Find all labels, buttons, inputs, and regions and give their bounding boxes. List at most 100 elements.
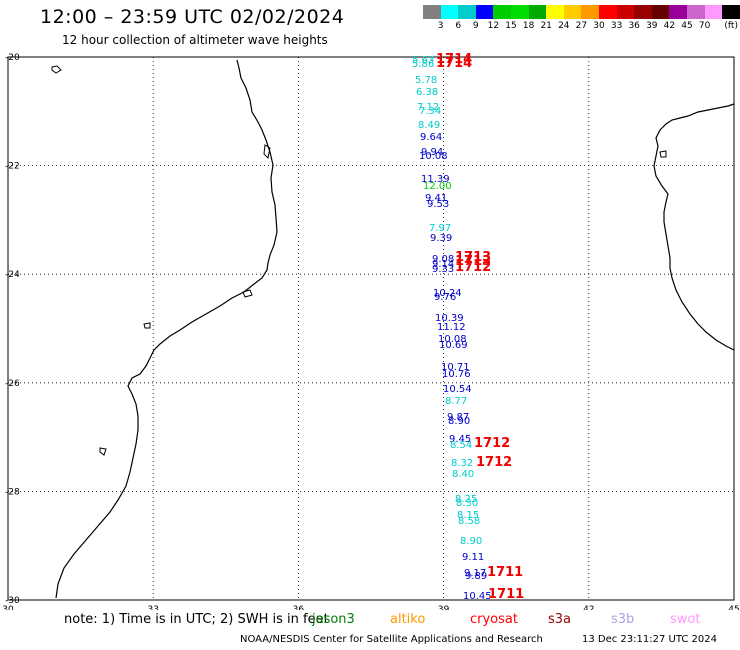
footer: NOAA/NESDIS Center for Satellite Applica… bbox=[0, 634, 740, 648]
wave-height-value: 10.39 bbox=[435, 313, 464, 324]
map-frame bbox=[7, 56, 735, 601]
colorbar-cell bbox=[563, 5, 582, 19]
map-subtitle: 12 hour collection of altimeter wave hei… bbox=[62, 33, 328, 47]
longitude-label: 45 bbox=[728, 605, 739, 610]
latitude-label: -26 bbox=[5, 379, 20, 389]
sat-jason3: jason3 bbox=[312, 612, 355, 627]
pass-time-label: 1713 bbox=[455, 250, 491, 265]
colorbar-cell bbox=[722, 5, 740, 19]
colorbar-cell bbox=[440, 5, 459, 19]
wave-height-value: 9.64 bbox=[420, 132, 442, 143]
wave-height-value: 9.94 bbox=[421, 147, 443, 158]
pass-time-label: 1711 bbox=[487, 565, 523, 580]
wave-height-value: 12.00 bbox=[423, 181, 452, 192]
colorbar-cell bbox=[669, 5, 687, 19]
wave-height-value: 8.90 bbox=[448, 416, 470, 427]
graticule bbox=[8, 57, 734, 600]
wave-height-value: 10.76 bbox=[442, 369, 471, 380]
colorbar-tick-label: 24 bbox=[558, 21, 570, 31]
wave-height-value: 6.38 bbox=[416, 87, 438, 98]
wave-height-value: 8.25 bbox=[455, 494, 477, 505]
longitude-label: 30 bbox=[2, 605, 14, 610]
map-title: 12:00 – 23:59 UTC 02/02/2024 bbox=[40, 6, 345, 28]
longitude-label: 36 bbox=[293, 605, 305, 610]
colorbar-tick-label: 30 bbox=[593, 21, 605, 31]
island-4 bbox=[143, 322, 151, 329]
colorbar-tick-label: 36 bbox=[628, 21, 640, 31]
wave-height-value: 8.58 bbox=[458, 516, 480, 527]
colorbar-tick-label: 3 bbox=[437, 21, 444, 31]
wave-height-value: 7.97 bbox=[429, 223, 451, 234]
colorbar-tick-label: 27 bbox=[575, 21, 588, 31]
island-5 bbox=[99, 447, 107, 456]
colorbar-cell bbox=[686, 5, 705, 19]
wave-height-value: 5.63 bbox=[412, 55, 434, 66]
colorbar-cell bbox=[423, 5, 441, 19]
colorbar-cell bbox=[493, 5, 511, 19]
note-text: note: 1) Time is in UTC; 2) SWH is in fe… bbox=[64, 612, 329, 627]
wave-height-value: 8.15 bbox=[457, 510, 479, 521]
pass-time-label: 1712 bbox=[476, 455, 512, 470]
longitude-labels: 30 33 36 39 42 45 bbox=[2, 605, 739, 610]
footer-timestamp: 13 Dec 23:11:27 UTC 2024 bbox=[582, 634, 717, 645]
colorbar-cell bbox=[475, 5, 494, 19]
latitude-label: -22 bbox=[5, 162, 20, 172]
pass-time-label: 1711 bbox=[488, 587, 524, 602]
island-2 bbox=[263, 144, 271, 160]
wave-height-value: 10.45 bbox=[463, 591, 492, 602]
wave-height-value: 9.41 bbox=[425, 193, 447, 204]
wave-height-value: 8.77 bbox=[445, 396, 467, 407]
colorbar-tick-label: 21 bbox=[540, 21, 552, 31]
wave-height-value: 10.71 bbox=[441, 362, 470, 373]
colorbar-cell bbox=[651, 5, 670, 19]
sat-s3a: s3a bbox=[548, 612, 572, 627]
wave-height-value: 10.24 bbox=[433, 288, 462, 299]
colorbar-tick-label: 39 bbox=[646, 21, 658, 31]
wave-height-value: 8.49 bbox=[418, 120, 440, 131]
wave-height-colorbar bbox=[423, 5, 740, 19]
pass-time-label: 1712 bbox=[455, 260, 491, 275]
longitude-label: 39 bbox=[438, 605, 450, 610]
wave-height-value: 10.08 bbox=[419, 151, 448, 162]
colorbar-tick-label: 12 bbox=[487, 21, 500, 31]
colorbar-tick-label: 70 bbox=[698, 21, 711, 31]
sat-swot: swot bbox=[670, 612, 701, 627]
wave-height-value: 9.11 bbox=[462, 552, 484, 563]
colorbar-cell bbox=[458, 5, 476, 19]
sat-s3b: s3b bbox=[611, 612, 635, 627]
colorbar-cell bbox=[704, 5, 723, 19]
wave-height-value: 8.30 bbox=[456, 498, 478, 509]
madagascar-coastline bbox=[653, 103, 735, 351]
latitude-label: -30 bbox=[5, 596, 20, 606]
wave-height-value: 8.32 bbox=[451, 458, 473, 469]
longitude-label: 42 bbox=[583, 605, 594, 610]
altimeter-map: -20 -22 -24 -26 -28 -30 30 33 36 39 42 45 5.635.86… bbox=[2, 52, 739, 610]
colorbar-cell bbox=[510, 5, 529, 19]
footer-credit: NOAA/NESDIS Center for Satellite Applica… bbox=[240, 634, 543, 645]
colorbar-tick-label: 42 bbox=[663, 21, 676, 31]
pass-time-label: 1712 bbox=[474, 436, 510, 451]
wave-height-value: 5.78 bbox=[415, 75, 437, 86]
colorbar-cell bbox=[598, 5, 617, 19]
wave-height-value: 7.12 bbox=[417, 102, 439, 113]
wave-height-value: 5.86 bbox=[412, 59, 434, 70]
wave-height-value: 9.53 bbox=[427, 199, 449, 210]
observation-values: 5.635.86 5.786.38 7.127.34 8.499.64 9.9410.0… bbox=[412, 55, 492, 602]
note-legend: note: 1) Time is in UTC; 2) SWH is in fe… bbox=[0, 612, 740, 630]
wave-height-value: 7.34 bbox=[419, 106, 441, 117]
colorbar-cell bbox=[616, 5, 635, 19]
wave-height-value: 9.76 bbox=[434, 292, 456, 303]
wave-height-value: 11.39 bbox=[421, 174, 450, 185]
wave-height-value: 9.08 bbox=[432, 254, 454, 265]
wave-height-value: 9.87 bbox=[447, 412, 469, 423]
wave-height-value: 9.33 bbox=[432, 264, 454, 275]
colorbar-tick-label: 33 bbox=[610, 21, 623, 31]
pass-time-label: 1714 bbox=[436, 56, 472, 71]
wave-height-value: 8.40 bbox=[452, 469, 474, 480]
latitude-label: -28 bbox=[5, 487, 20, 497]
island-6 bbox=[659, 150, 667, 158]
colorbar-cell bbox=[581, 5, 599, 19]
colorbar-cell bbox=[528, 5, 547, 19]
wave-height-value: 8.54 bbox=[450, 440, 472, 451]
